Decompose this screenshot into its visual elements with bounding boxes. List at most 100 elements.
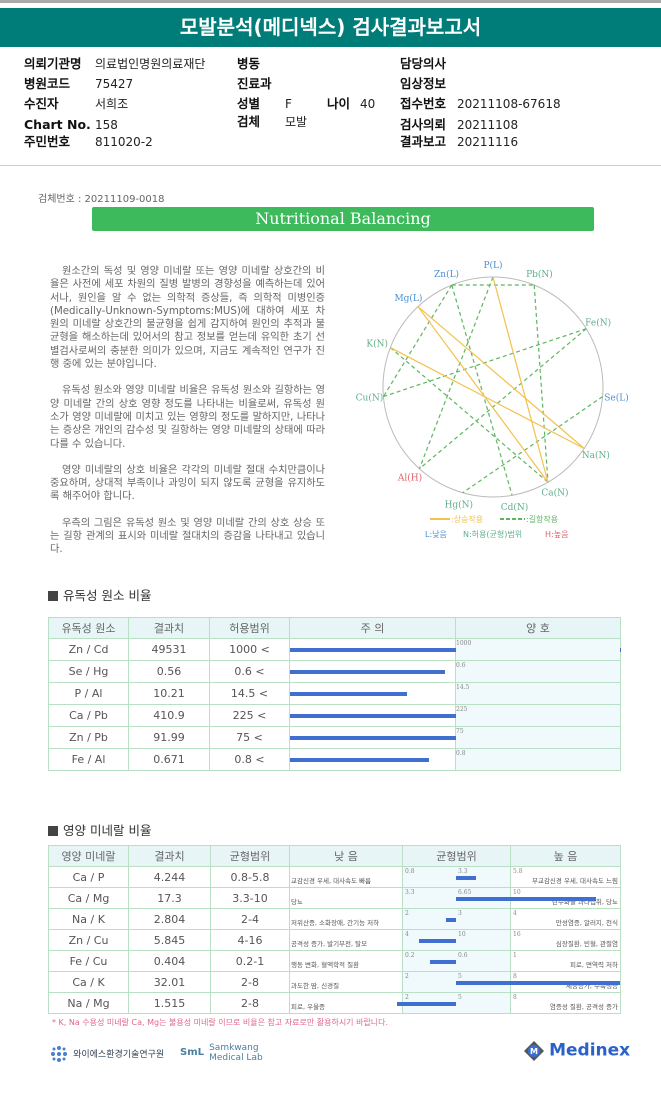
mineral-name: Zn / Cu <box>48 929 129 951</box>
antagonism-line <box>419 328 587 470</box>
element-label: Hg(N) <box>445 499 474 510</box>
result-value: 5.845 <box>128 929 211 951</box>
specimen-value: 모발 <box>285 115 308 129</box>
element-label: Zn(L) <box>434 269 459 280</box>
col-header: 허용범위 <box>209 617 290 639</box>
balance-range: 3.3-10 <box>210 887 290 909</box>
high-tick: 16 <box>513 931 521 938</box>
specimen-number: 검체번호 : 20211109-0018 <box>38 194 165 205</box>
table-row: P / Al 10.21 14.5 < 14.5 <box>48 682 621 705</box>
ratio-bar <box>290 736 466 740</box>
result-value: 10.21 <box>128 682 210 705</box>
sml-name-2: Medical Lab <box>209 1052 263 1063</box>
col-header: 유독성 원소 <box>48 617 129 639</box>
allowed-range: 75 < <box>209 726 290 749</box>
result-value: 17.3 <box>128 887 211 909</box>
balance-range: 2-4 <box>210 908 290 930</box>
low-cell: 피로, 우울증 <box>289 992 403 1014</box>
col-header: 주 의 <box>289 617 456 639</box>
institution-label: 의뢰기관명 <box>24 56 82 71</box>
element-name: Ca / Pb <box>48 704 129 727</box>
antagonism-line <box>382 284 453 397</box>
element-name: Fe / Al <box>48 748 129 771</box>
synergy-line <box>390 347 585 450</box>
sml-mark: SmL <box>180 1047 204 1058</box>
report-value: 20211116 <box>457 135 519 149</box>
receipt-label: 접수번호 <box>400 96 447 111</box>
dept-label: 진료과 <box>237 76 272 91</box>
sex-label: 성별 <box>237 96 261 111</box>
result-value: 2.804 <box>128 908 211 930</box>
element-label: K(N) <box>366 338 388 349</box>
good-cell: 0.6 <box>455 660 621 683</box>
threshold-tick: 0.6 <box>456 662 466 669</box>
caution-cell <box>289 704 490 727</box>
institution-value: 의료법인명원의료재단 <box>95 57 206 71</box>
high-description: 체중증가, 수족냉증 <box>566 982 618 990</box>
element-name: Zn / Cd <box>48 638 129 661</box>
mineral-name: Na / K <box>48 908 129 930</box>
low-cell: 교감신경 우세, 대사속도 빠름 <box>289 866 403 888</box>
svg-text:M: M <box>530 1047 538 1056</box>
mineral-name: Na / Mg <box>48 992 129 1014</box>
element-label: Ca(N) <box>541 488 568 499</box>
mid-tick: 5 <box>458 973 462 980</box>
low-description: 교감신경 우세, 대사속도 빠름 <box>291 877 372 885</box>
allowed-range: 14.5 < <box>209 682 290 705</box>
low-tick: 4 <box>405 931 409 938</box>
ratio-bar <box>456 981 620 985</box>
legend-text: :상승작용 <box>451 514 483 524</box>
high-cell: 4 만성염증, 알러지, 천식 <box>510 908 621 930</box>
medinex-diamond-icon: M <box>524 1040 544 1061</box>
mineral-ratio-table: 영양 미네랄 결과치 균형범위 낮 음 균형범위 높 음 Ca / P 4.24… <box>48 845 621 1014</box>
low-tick: 2 <box>405 994 409 1001</box>
sml-name-1: Samkwang <box>209 1042 259 1053</box>
patient-label: 수진자 <box>24 96 59 111</box>
good-cell: 1000 <box>455 638 621 661</box>
result-value: 0.404 <box>128 950 211 972</box>
chart-value: 158 <box>95 118 118 132</box>
request-label: 검사의뢰 <box>400 117 447 132</box>
balance-range: 2-8 <box>210 992 290 1014</box>
specimen-label: 검체 <box>237 114 261 129</box>
table-row: Zn / Pb 91.99 75 < 75 <box>48 726 621 749</box>
antagonism-line <box>462 396 603 494</box>
table-row: Ca / Pb 410.9 225 < 225 <box>48 704 621 727</box>
clinical-label: 임상정보 <box>400 76 447 91</box>
ys-snowflake-icon <box>51 1045 67 1062</box>
hospital-code-value: 75427 <box>95 77 134 91</box>
low-tick: 2 <box>405 910 409 917</box>
high-description: 부교감신경 우세, 대사속도 느림 <box>531 877 618 885</box>
threshold-tick: 14.5 <box>456 684 470 691</box>
mineral-name: Ca / Mg <box>48 887 129 909</box>
balance-cell: 4 10 <box>402 929 511 951</box>
age-label: 나이 <box>327 96 351 111</box>
col-header: 높 음 <box>510 845 621 867</box>
result-value: 1.515 <box>128 992 211 1014</box>
table-row: Ca / P 4.244 0.8-5.8 교감신경 우세, 대사속도 빠름 0.… <box>48 866 621 888</box>
ys-logo: 와이에스환경기술연구원 <box>50 1043 164 1063</box>
element-label: Pb(N) <box>526 269 553 280</box>
caution-cell <box>289 682 456 705</box>
intro-text: 원소간의 독성 및 영양 미네랄 또는 영양 미네랄 상호간의 비율은 사전에 … <box>50 265 325 570</box>
result-value: 91.99 <box>128 726 210 749</box>
result-value: 49531 <box>128 638 210 661</box>
col-header: 영양 미네랄 <box>48 845 129 867</box>
chart-label: Chart No. <box>24 117 91 132</box>
high-description: 심장질환, 빈혈, 관절염 <box>555 940 618 948</box>
mid-tick: 5 <box>458 994 462 1001</box>
ward-label: 병동 <box>237 56 261 71</box>
square-bullet-icon <box>48 591 58 601</box>
caution-cell <box>289 726 466 749</box>
table-row: Se / Hg 0.56 0.6 < 0.6 <box>48 660 621 683</box>
balance-cell: 0.2 0.6 <box>402 950 511 972</box>
col-header: 양 호 <box>455 617 621 639</box>
low-description: 당뇨 <box>291 898 303 906</box>
mineral-name: Ca / K <box>48 971 129 993</box>
low-tick: 0.2 <box>405 952 415 959</box>
synergy-line <box>492 276 549 483</box>
element-label: Al(H) <box>397 473 422 484</box>
allowed-range: 1000 < <box>209 638 290 661</box>
